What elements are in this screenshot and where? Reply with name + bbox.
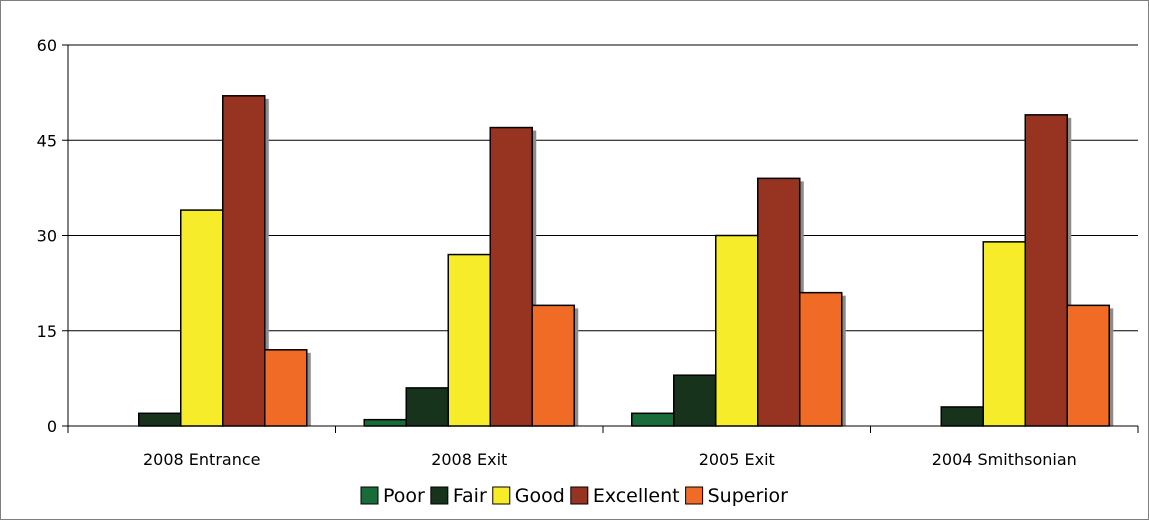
bar-excellent <box>489 126 533 427</box>
bar-excellent <box>757 177 801 427</box>
legend-label: Good <box>515 485 565 507</box>
y-tick-label: 30 <box>37 227 57 246</box>
bar-poor <box>363 418 407 427</box>
legend-label: Poor <box>383 485 425 507</box>
bar-fair <box>138 412 182 427</box>
bars <box>138 95 1114 427</box>
legend: Poor Fair Good Excellent Superior <box>360 485 789 507</box>
legend-swatch <box>685 486 704 505</box>
bar-fair <box>940 406 984 427</box>
legend-label: Superior <box>708 485 789 507</box>
bar-fair <box>673 374 717 427</box>
legend-item-poor: Poor <box>360 485 425 507</box>
bar-good <box>982 241 1026 427</box>
bar-superior <box>1066 304 1110 427</box>
legend-item-fair: Fair <box>430 485 487 507</box>
y-tick-label: 60 <box>37 36 57 55</box>
x-tick-label: 2008 Exit <box>431 450 507 469</box>
legend-label: Fair <box>453 485 487 507</box>
x-tick-label: 2008 Entrance <box>143 450 261 469</box>
bar-good <box>180 209 224 427</box>
x-tick-label: 2005 Exit <box>699 450 775 469</box>
x-axis-ticks: 2008 Entrance 2008 Exit 2005 Exit 2004 Smit… <box>67 426 1139 469</box>
x-tick-label: 2004 Smithsonian <box>932 450 1077 469</box>
bar-superior <box>531 304 575 427</box>
bar-fair <box>405 387 449 427</box>
legend-item-good: Good <box>492 485 565 507</box>
y-tick-label: 45 <box>37 131 57 150</box>
legend-label: Excellent <box>593 485 680 507</box>
y-tick-label: 15 <box>37 322 57 341</box>
legend-swatch <box>492 486 511 505</box>
bar-superior <box>264 349 308 427</box>
y-axis-ticks: 0 15 30 45 60 <box>37 36 68 436</box>
bar-good <box>447 253 491 427</box>
bar-excellent <box>222 95 266 427</box>
y-tick-label: 0 <box>47 417 57 436</box>
legend-item-excellent: Excellent <box>570 485 680 507</box>
bar-excellent <box>1024 114 1068 427</box>
legend-swatch <box>360 486 379 505</box>
bar-superior <box>799 291 843 427</box>
legend-swatch <box>430 486 449 505</box>
bar-good <box>715 234 759 427</box>
legend-swatch <box>570 486 589 505</box>
bar-poor <box>631 412 675 427</box>
legend-item-superior: Superior <box>685 485 789 507</box>
